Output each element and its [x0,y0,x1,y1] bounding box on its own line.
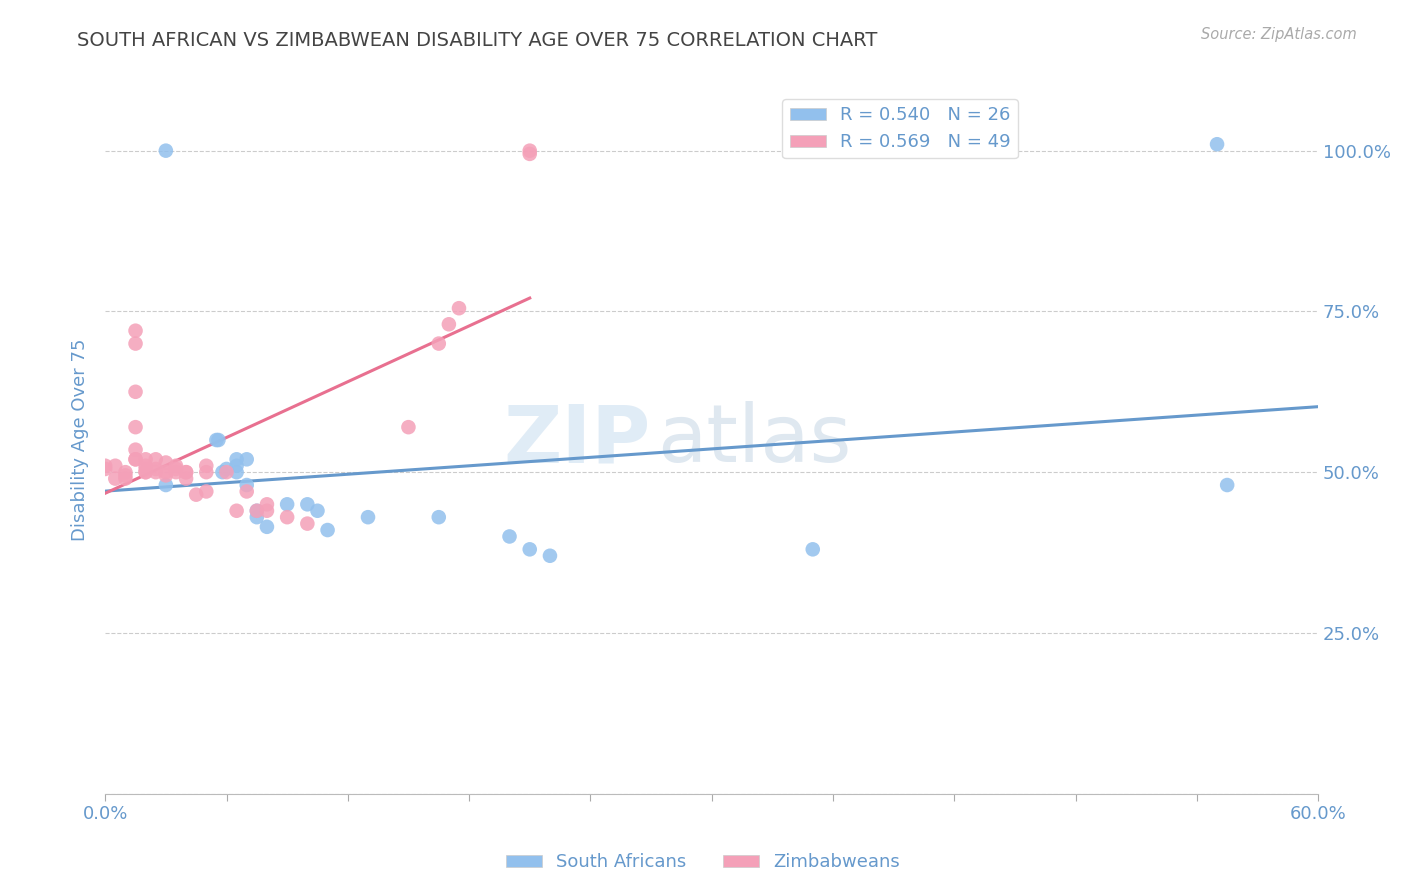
Point [124,324,146,338]
Point [235,478,257,492]
Point [447,301,470,316]
Point [114,472,136,486]
Point [357,510,380,524]
Point [195,484,218,499]
Point [174,472,197,486]
Point [519,542,541,557]
Point [297,516,319,531]
Legend: South Africans, Zimbabweans: South Africans, Zimbabweans [499,847,907,879]
Point [225,452,247,467]
Point [225,504,247,518]
Point [256,504,278,518]
Point [94,462,117,476]
Point [165,465,187,479]
Point [1206,137,1229,152]
Point [1216,478,1239,492]
Point [498,529,520,543]
Legend: R = 0.540   N = 26, R = 0.569   N = 49: R = 0.540 N = 26, R = 0.569 N = 49 [782,99,1018,159]
Point [135,458,157,473]
Point [235,452,257,467]
Point [124,442,146,457]
Point [124,420,146,434]
Point [225,465,247,479]
Point [225,458,247,473]
Point [801,542,824,557]
Point [124,384,146,399]
Point [155,456,177,470]
Point [235,484,257,499]
Text: SOUTH AFRICAN VS ZIMBABWEAN DISABILITY AGE OVER 75 CORRELATION CHART: SOUTH AFRICAN VS ZIMBABWEAN DISABILITY A… [77,31,877,50]
Point [427,510,450,524]
Y-axis label: Disability Age Over 75: Disability Age Over 75 [72,339,89,541]
Point [104,472,127,486]
Point [186,488,208,502]
Point [155,478,177,492]
Point [519,144,541,158]
Point [174,465,197,479]
Point [246,510,269,524]
Point [427,336,450,351]
Point [124,452,146,467]
Point [195,465,218,479]
Point [246,504,269,518]
Point [165,462,187,476]
Point [135,465,157,479]
Text: atlas: atlas [657,401,852,479]
Point [316,523,339,537]
Point [437,318,460,332]
Point [145,465,167,479]
Point [135,452,157,467]
Point [165,458,187,473]
Point [519,147,541,161]
Point [145,462,167,476]
Point [124,336,146,351]
Point [114,465,136,479]
Point [256,520,278,534]
Point [94,458,117,473]
Point [205,433,228,447]
Point [155,468,177,483]
Point [155,465,177,479]
Point [155,144,177,158]
Point [276,497,298,511]
Point [307,504,329,518]
Point [124,452,146,467]
Point [207,433,229,447]
Point [195,458,218,473]
Point [256,497,278,511]
Text: ZIP: ZIP [503,401,651,479]
Point [246,504,269,518]
Point [538,549,561,563]
Point [276,510,298,524]
Point [215,465,238,479]
Point [297,497,319,511]
Point [398,420,420,434]
Text: Source: ZipAtlas.com: Source: ZipAtlas.com [1201,27,1357,42]
Point [211,465,233,479]
Point [145,452,167,467]
Point [215,462,238,476]
Point [174,465,197,479]
Point [114,468,136,483]
Point [135,462,157,476]
Point [135,465,157,479]
Point [104,458,127,473]
